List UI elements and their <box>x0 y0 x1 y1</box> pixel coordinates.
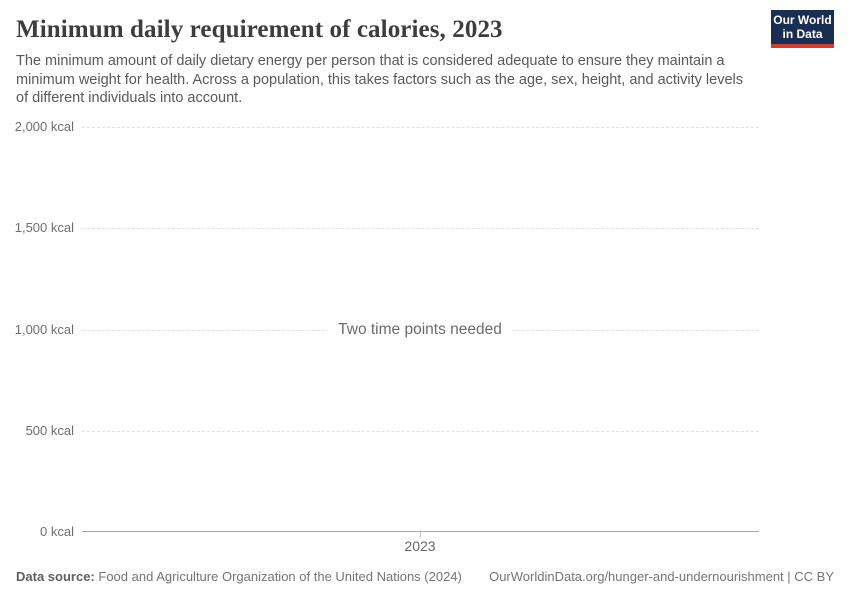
x-axis-tick-mark <box>420 532 421 537</box>
chart-subtitle: The minimum amount of daily dietary ener… <box>16 53 743 106</box>
y-tick-label-1500: 1,500 kcal <box>14 220 74 235</box>
x-axis-line <box>82 531 759 532</box>
y-tick-label-1000: 1,000 kcal <box>14 322 74 337</box>
gridline <box>82 431 759 432</box>
no-data-annotation: Two time points needed <box>328 320 512 340</box>
data-source-line: Data source: Food and Agriculture Organi… <box>16 569 462 585</box>
owid-logo-line2: in Data <box>782 27 823 41</box>
owid-logo[interactable]: Our World in Data <box>771 10 834 48</box>
data-source-label: Data source: <box>16 569 95 584</box>
y-tick-label-500: 500 kcal <box>25 423 74 438</box>
gridline <box>82 228 759 229</box>
owid-logo-line1: Our World <box>773 13 832 27</box>
chart-title: Minimum daily requirement of calories, 2… <box>16 16 503 43</box>
data-source-value: Food and Agriculture Organization of the… <box>98 569 462 584</box>
x-tick-label-2023: 2023 <box>404 538 436 554</box>
chart-footer: Data source: Food and Agriculture Organi… <box>16 569 834 585</box>
y-tick-label-2000: 2,000 kcal <box>14 119 74 134</box>
y-tick-label-0: 0 kcal <box>40 524 74 539</box>
owid-url-link[interactable]: OurWorldinData.org/hunger-and-undernouri… <box>489 569 834 584</box>
gridline <box>82 127 759 128</box>
